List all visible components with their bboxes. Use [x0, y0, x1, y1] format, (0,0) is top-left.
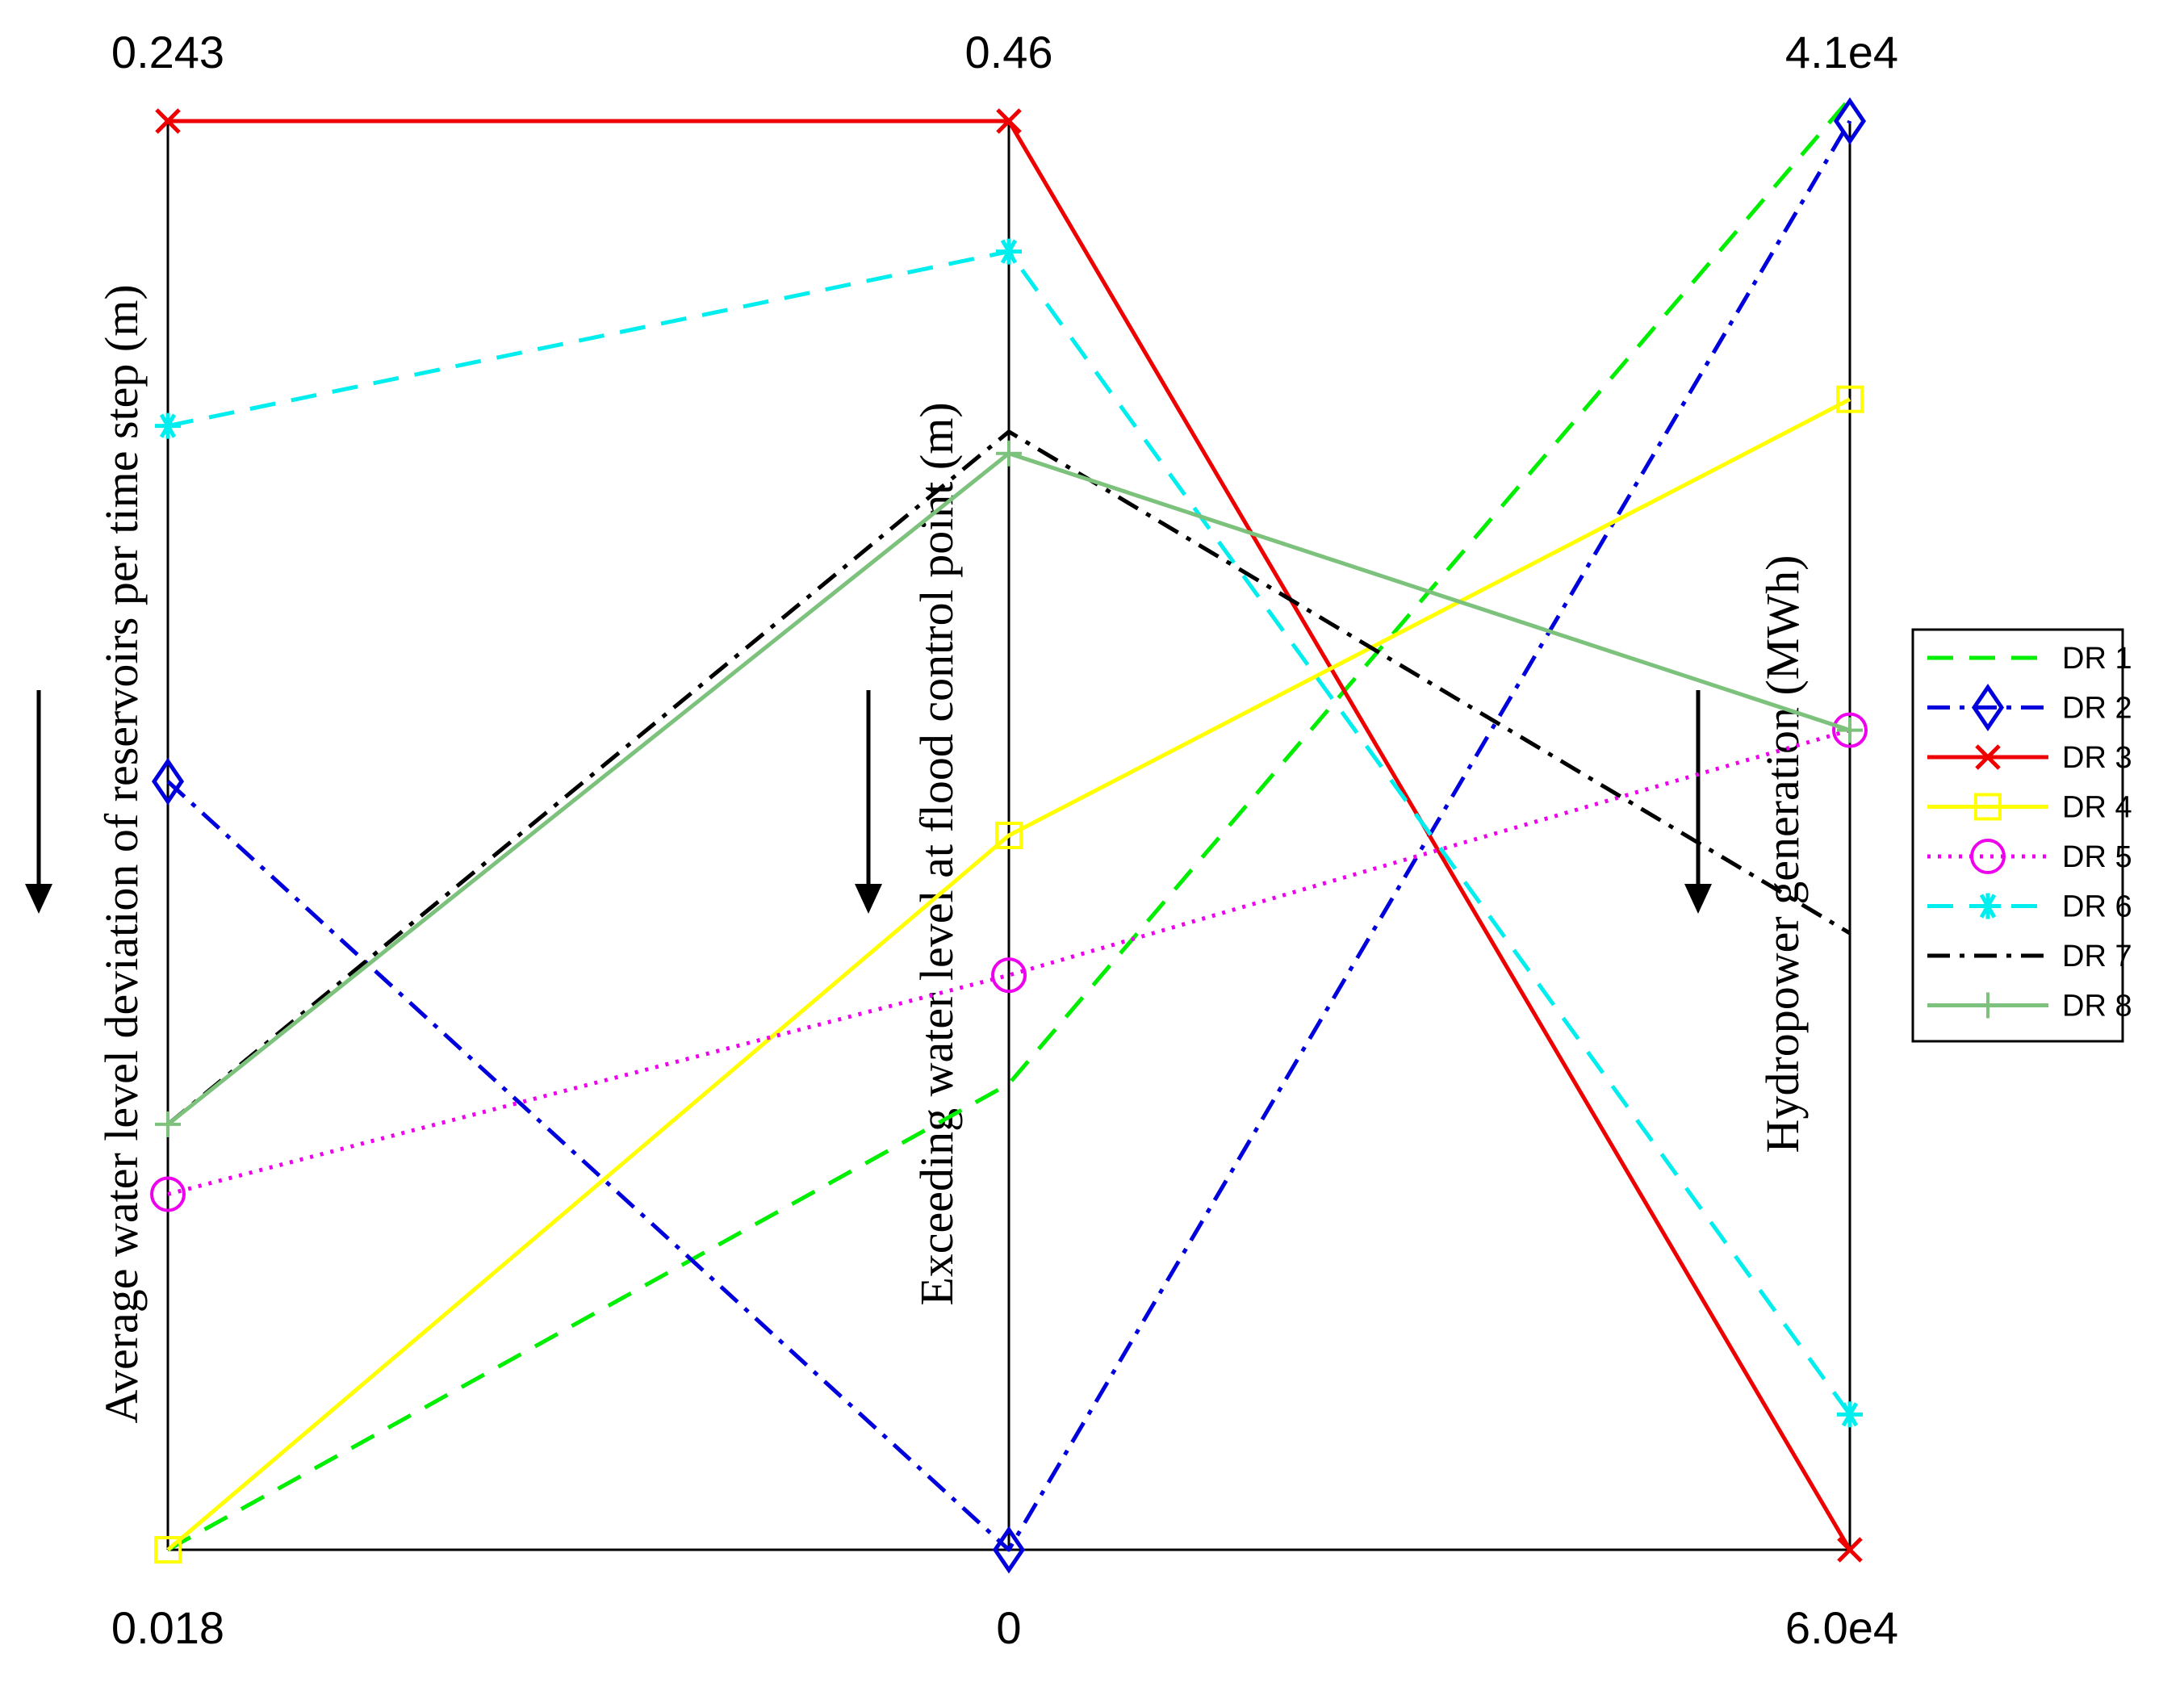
point-dr-4-axis-3 — [1836, 385, 1864, 413]
axis-1-label: Average water level deviation of reservo… — [95, 284, 148, 1423]
point-dr-8-axis-1 — [155, 1111, 181, 1137]
point-dr-5-axis-1 — [150, 1176, 186, 1212]
axis-2-label: Exceeding water level at flood control p… — [910, 402, 963, 1305]
legend-marker-dr-8 — [1975, 992, 2001, 1019]
legend-label-dr-1: DR 1 — [2062, 642, 2132, 676]
point-dr-6-axis-3 — [1837, 1401, 1863, 1428]
legend-marker-dr-2 — [1971, 684, 2005, 731]
point-dr-4-axis-1 — [154, 1536, 182, 1564]
legend-item-dr-2: DR 2 — [1927, 684, 2132, 731]
axis-labels: Average water level deviation of reservo… — [95, 284, 1809, 1423]
legend-label-dr-5: DR 5 — [2062, 840, 2132, 874]
point-dr-8-axis-2 — [996, 440, 1022, 467]
series-line-dr-2 — [166, 119, 1852, 1552]
series-line-dr-1 — [166, 97, 1851, 1552]
direction-arrow-1 — [25, 690, 52, 914]
series-line-dr-7 — [166, 429, 1851, 1126]
axis-3-bottom-tick: 6.0e4 — [1785, 1602, 1898, 1653]
legend-marker-dr-4 — [1974, 793, 2002, 821]
legend-item-dr-4: DR 4 — [1927, 791, 2132, 825]
axis-1-bottom-tick: 0.018 — [111, 1602, 224, 1653]
legend-label-dr-3: DR 3 — [2062, 741, 2132, 775]
point-dr-2-axis-3 — [1833, 97, 1867, 145]
legend-item-dr-5: DR 5 — [1927, 839, 2132, 874]
legend-label-dr-6: DR 6 — [2062, 890, 2132, 924]
point-dr-6-axis-2 — [996, 238, 1022, 265]
legend-item-dr-6: DR 6 — [1927, 890, 2132, 924]
series-lines — [150, 97, 1868, 1574]
series-dr-2 — [151, 97, 1867, 1574]
direction-arrow-2 — [855, 690, 882, 914]
axis-3-top-tick: 4.1e4 — [1785, 27, 1898, 77]
legend-marker-dr-3 — [1975, 744, 2001, 770]
point-dr-5-axis-2 — [991, 957, 1027, 994]
series-dr-5 — [150, 712, 1868, 1212]
tick-labels: 0.243 0.018 0.46 0 4.1e4 6.0e4 — [111, 27, 1898, 1653]
point-dr-6-axis-1 — [155, 412, 181, 439]
legend-item-dr-7: DR 7 — [1927, 940, 2132, 973]
direction-arrows — [25, 690, 1712, 914]
legend-label-dr-2: DR 2 — [2062, 692, 2132, 726]
series-dr-8 — [155, 440, 1863, 1137]
legend-marker-dr-6 — [1975, 893, 2001, 919]
point-dr-2-axis-2 — [992, 1526, 1026, 1574]
axis-2-top-tick: 0.46 — [965, 27, 1053, 77]
direction-arrow-3 — [1684, 690, 1712, 914]
series-dr-4 — [154, 385, 1864, 1564]
series-line-dr-4 — [166, 397, 1851, 1551]
legend-label-dr-7: DR 7 — [2062, 940, 2132, 973]
legend-box — [1911, 628, 2124, 1043]
legend-label-dr-8: DR 8 — [2062, 990, 2132, 1024]
point-dr-8-axis-3 — [1837, 717, 1863, 743]
point-dr-5-axis-3 — [1832, 712, 1868, 748]
axis-2-bottom-tick: 0 — [996, 1602, 1021, 1653]
series-dr-1 — [166, 97, 1851, 1552]
legend-item-dr-3: DR 3 — [1927, 741, 2132, 775]
axis-3-label: Hydropower generation (MWh) — [1756, 555, 1809, 1153]
legend-item-dr-1: DR 1 — [1927, 642, 2132, 676]
point-dr-3-axis-1 — [155, 108, 181, 134]
point-dr-4-axis-2 — [995, 822, 1023, 849]
point-dr-3-axis-2 — [996, 108, 1022, 134]
legend-item-dr-8: DR 8 — [1927, 990, 2132, 1024]
point-dr-2-axis-1 — [151, 757, 185, 806]
legend: DR 1 DR 2 DR 3 DR 4 DR 5 DR 6 DR 7 DR 8 — [1911, 628, 2132, 1043]
legend-label-dr-4: DR 4 — [2062, 791, 2132, 825]
series-dr-7 — [166, 429, 1851, 1126]
axis-1-top-tick: 0.243 — [111, 27, 224, 77]
series-dr-3 — [155, 108, 1863, 1563]
series-dr-6 — [155, 238, 1863, 1428]
legend-marker-dr-5 — [1970, 839, 2006, 874]
point-dr-3-axis-3 — [1837, 1537, 1863, 1563]
